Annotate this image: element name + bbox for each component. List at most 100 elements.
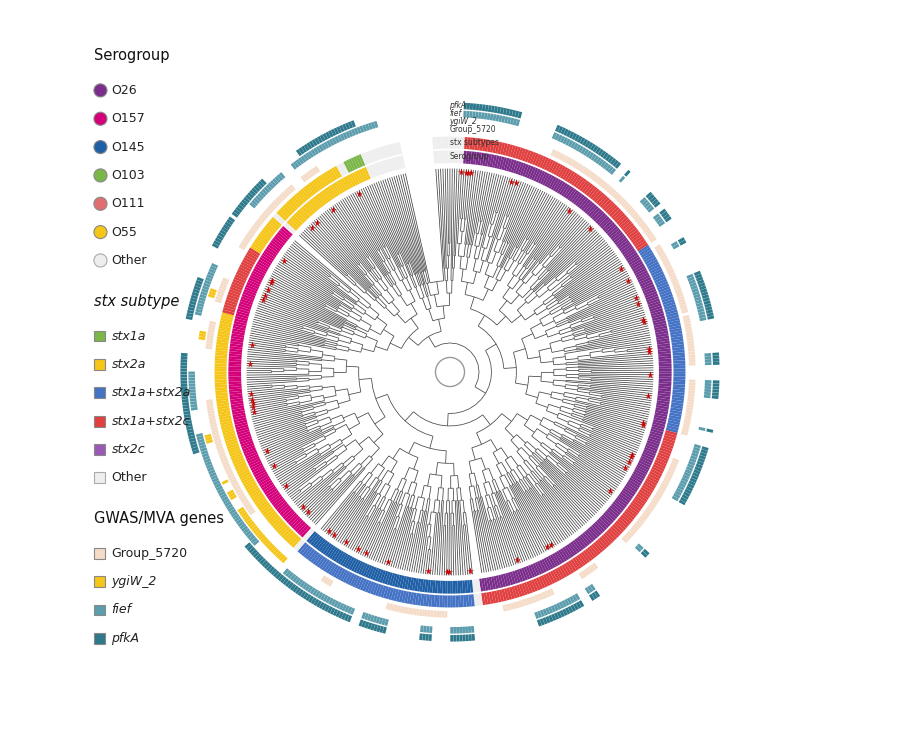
Wedge shape	[359, 126, 364, 132]
Wedge shape	[676, 488, 683, 493]
Wedge shape	[208, 410, 214, 414]
Wedge shape	[180, 374, 187, 378]
Wedge shape	[346, 131, 350, 138]
Wedge shape	[653, 419, 666, 425]
Wedge shape	[227, 443, 239, 449]
Wedge shape	[634, 268, 647, 276]
Wedge shape	[657, 283, 670, 290]
Wedge shape	[215, 355, 227, 359]
Wedge shape	[266, 488, 277, 497]
Wedge shape	[308, 151, 314, 158]
Wedge shape	[675, 490, 681, 496]
Wedge shape	[268, 182, 274, 189]
Wedge shape	[643, 286, 655, 293]
Wedge shape	[691, 452, 698, 458]
Wedge shape	[215, 382, 227, 385]
Wedge shape	[662, 481, 669, 486]
Wedge shape	[230, 344, 243, 347]
Wedge shape	[635, 240, 647, 249]
Wedge shape	[438, 150, 442, 164]
Wedge shape	[639, 458, 652, 466]
Wedge shape	[243, 528, 250, 534]
Wedge shape	[712, 389, 719, 393]
Wedge shape	[296, 149, 302, 156]
Wedge shape	[215, 353, 228, 356]
Wedge shape	[619, 219, 630, 228]
Wedge shape	[363, 564, 370, 577]
Wedge shape	[599, 197, 610, 208]
Wedge shape	[654, 414, 667, 420]
Wedge shape	[577, 196, 587, 208]
Wedge shape	[571, 605, 576, 612]
Wedge shape	[472, 138, 476, 150]
Wedge shape	[680, 304, 687, 308]
Wedge shape	[608, 228, 620, 238]
Wedge shape	[667, 425, 679, 431]
Wedge shape	[302, 206, 311, 217]
Wedge shape	[654, 412, 668, 417]
Wedge shape	[612, 192, 618, 198]
Wedge shape	[688, 280, 696, 284]
Wedge shape	[377, 569, 383, 582]
Wedge shape	[239, 264, 251, 272]
Wedge shape	[557, 182, 566, 193]
Wedge shape	[673, 368, 686, 371]
Wedge shape	[316, 146, 321, 153]
Wedge shape	[248, 487, 260, 496]
Text: stx1a+stx2c: stx1a+stx2c	[112, 414, 190, 428]
Wedge shape	[279, 505, 291, 516]
Wedge shape	[263, 539, 269, 545]
Wedge shape	[613, 234, 625, 243]
Wedge shape	[434, 595, 437, 607]
Wedge shape	[266, 246, 278, 255]
Wedge shape	[249, 190, 256, 196]
Wedge shape	[454, 137, 456, 149]
Wedge shape	[215, 387, 227, 391]
Wedge shape	[705, 353, 711, 356]
Wedge shape	[336, 610, 341, 618]
Wedge shape	[526, 166, 534, 179]
Wedge shape	[220, 229, 227, 235]
Wedge shape	[402, 606, 406, 614]
Wedge shape	[327, 606, 333, 613]
Wedge shape	[333, 609, 338, 616]
Wedge shape	[659, 359, 671, 362]
Wedge shape	[293, 539, 303, 550]
Wedge shape	[408, 608, 411, 615]
Circle shape	[94, 169, 107, 182]
Wedge shape	[221, 496, 229, 501]
Wedge shape	[241, 262, 253, 269]
Wedge shape	[217, 333, 230, 338]
Wedge shape	[257, 500, 268, 510]
Wedge shape	[667, 269, 674, 275]
Wedge shape	[317, 539, 326, 551]
Wedge shape	[478, 153, 482, 165]
Wedge shape	[265, 248, 276, 257]
Wedge shape	[560, 610, 565, 618]
Wedge shape	[638, 275, 650, 283]
Wedge shape	[207, 332, 214, 336]
Wedge shape	[410, 608, 414, 615]
Wedge shape	[337, 181, 345, 193]
Wedge shape	[672, 347, 684, 350]
Wedge shape	[510, 603, 515, 609]
Wedge shape	[662, 299, 675, 305]
Wedge shape	[670, 336, 683, 340]
Wedge shape	[247, 545, 254, 551]
Wedge shape	[275, 572, 282, 580]
Wedge shape	[243, 257, 255, 265]
Wedge shape	[662, 259, 670, 264]
Wedge shape	[558, 166, 566, 178]
Wedge shape	[230, 400, 243, 405]
Wedge shape	[535, 595, 539, 602]
Wedge shape	[467, 137, 471, 150]
Wedge shape	[279, 554, 285, 561]
Wedge shape	[309, 199, 319, 211]
Wedge shape	[698, 458, 705, 463]
Wedge shape	[225, 437, 238, 444]
Wedge shape	[678, 298, 685, 303]
Wedge shape	[302, 146, 307, 153]
Wedge shape	[669, 325, 681, 330]
Wedge shape	[552, 132, 557, 139]
Wedge shape	[181, 381, 187, 384]
